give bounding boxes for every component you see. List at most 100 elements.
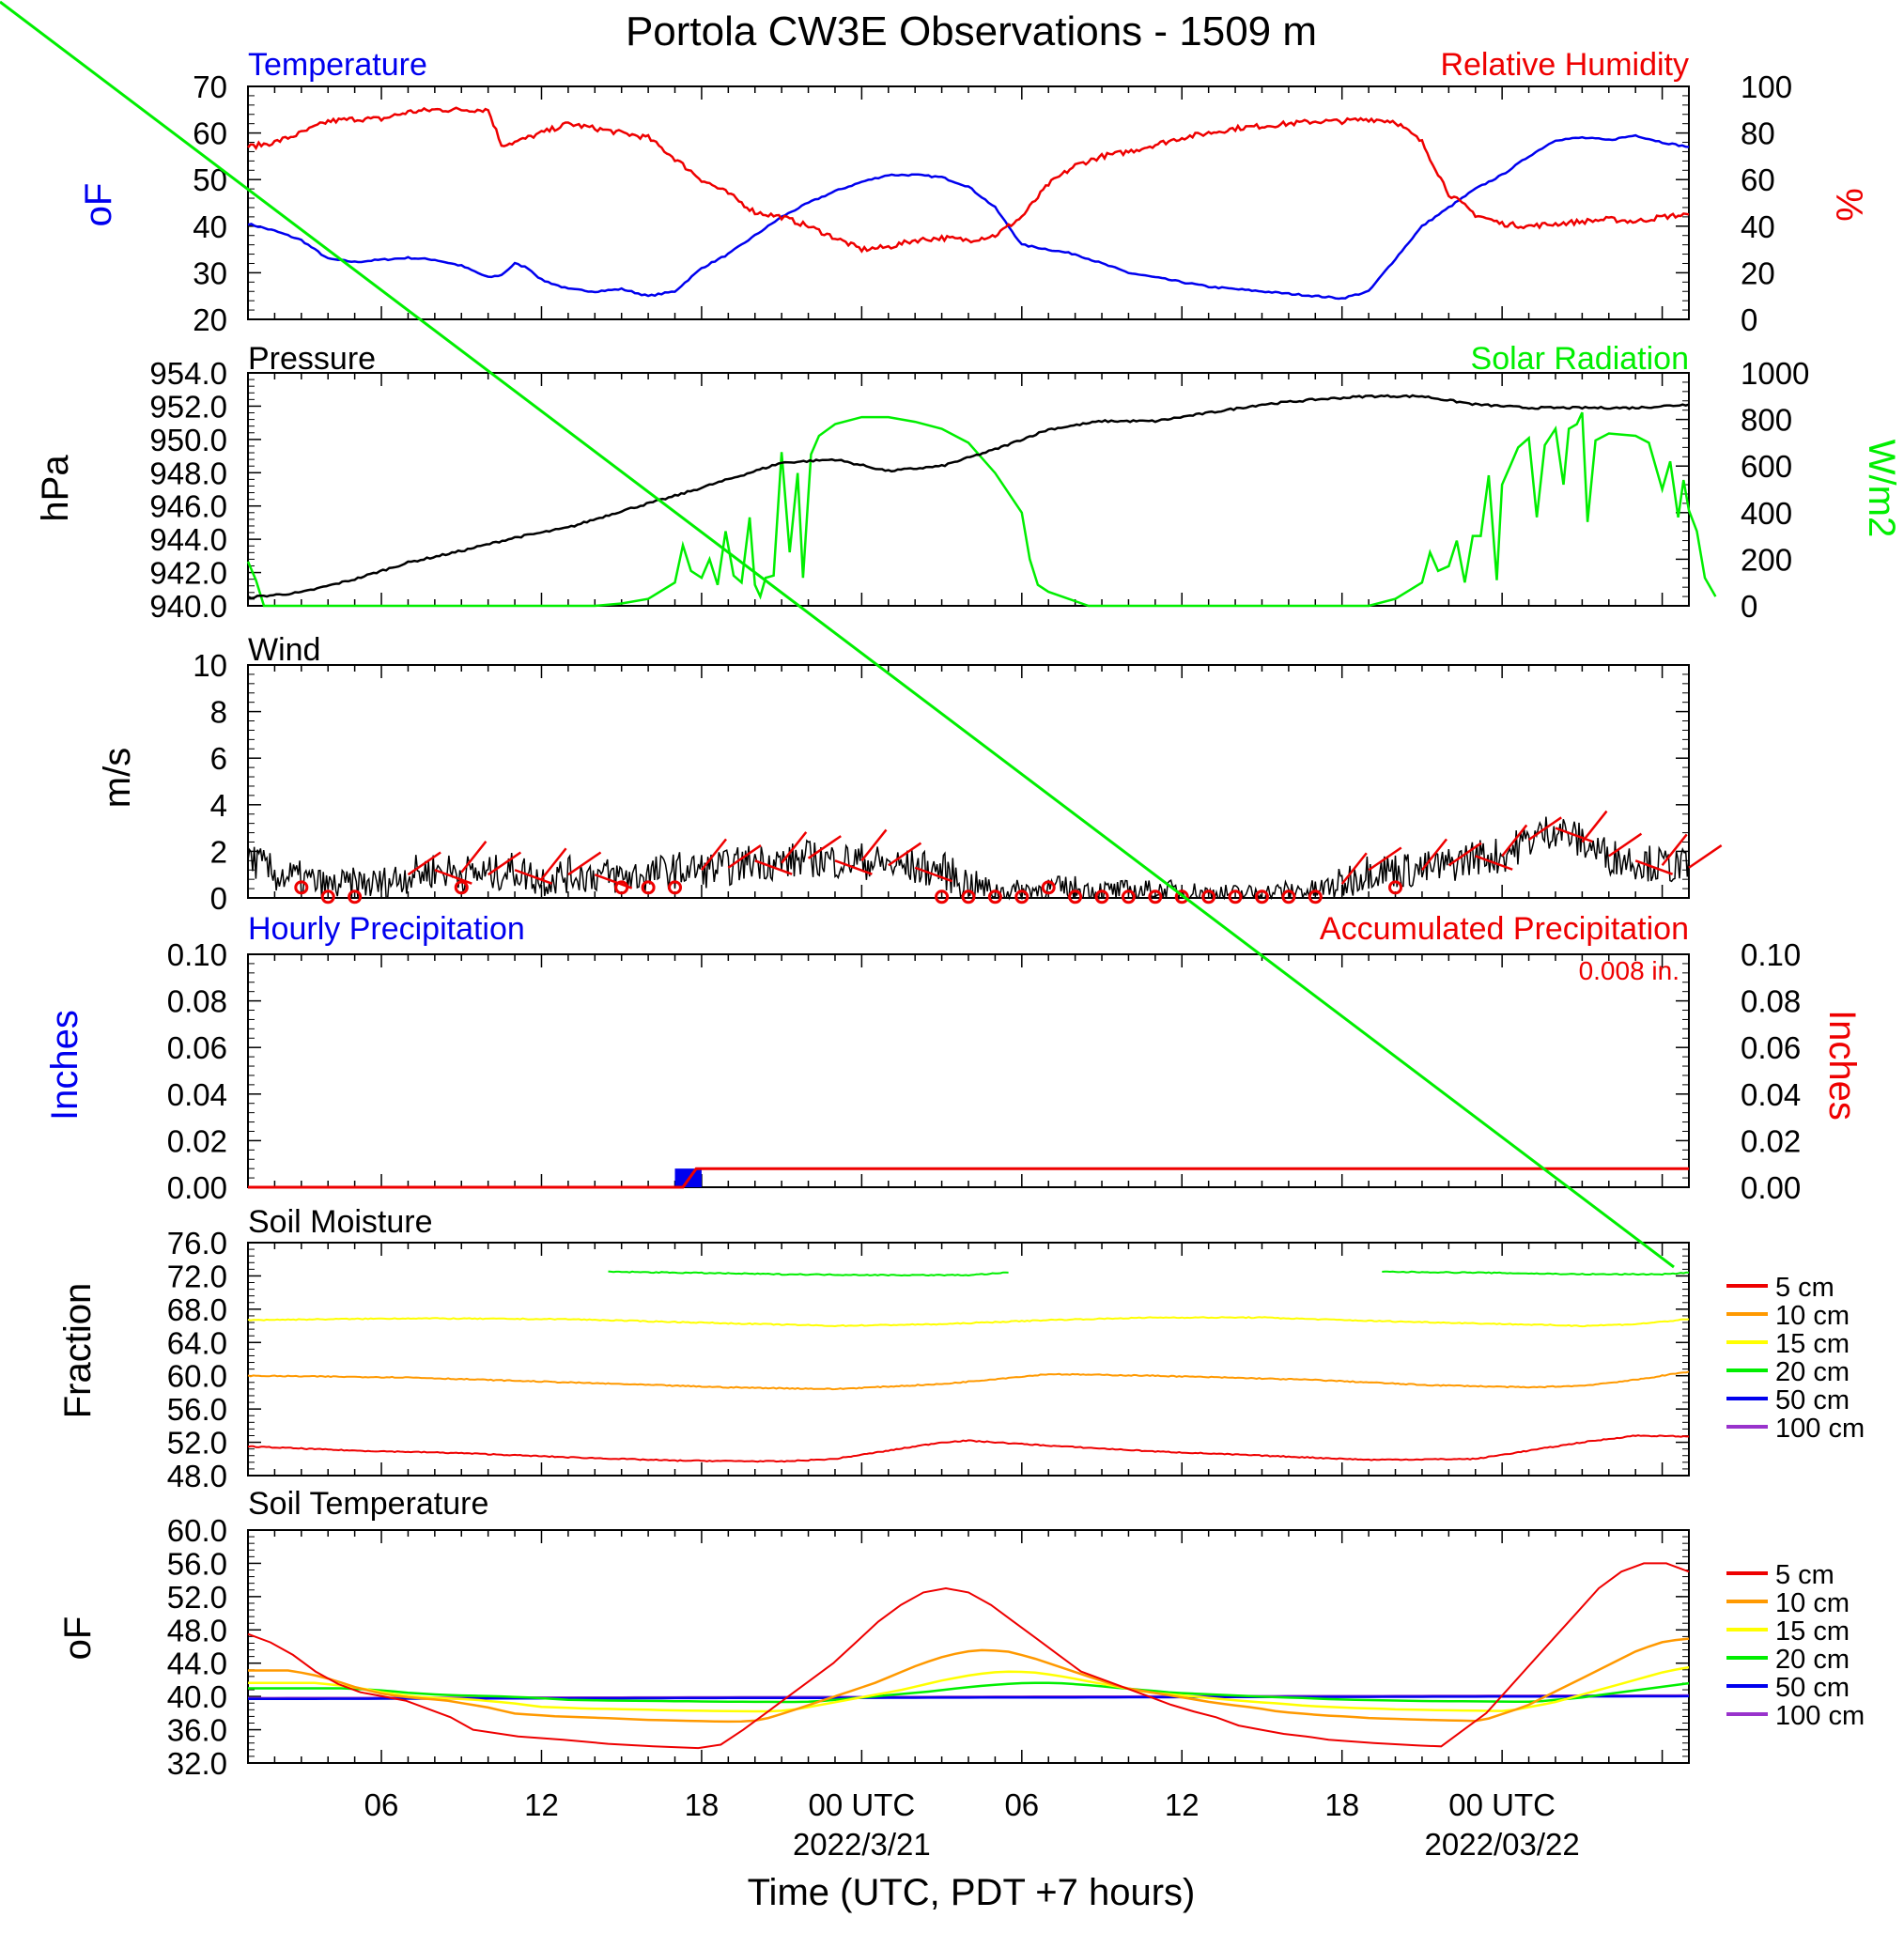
wind-barb <box>888 842 922 867</box>
soil-temp-line-20cm <box>248 1681 1690 1704</box>
hourly-precip-unit-label: Inches <box>44 1010 85 1121</box>
soil_moisture-y-tick-label: 68.0 <box>167 1292 227 1327</box>
panel-soil-moisture: Soil Moisture Fraction 48.052.056.060.06… <box>57 1204 1865 1493</box>
precip-plot-frame <box>247 953 1690 1188</box>
panel-wind: Wind m/s 0 2 4 6 8 10 <box>97 632 1723 916</box>
soil_moisture-y-tick-label: 56.0 <box>167 1392 227 1427</box>
pressure-y2-tick-label: 400 <box>1741 496 1792 531</box>
wind-barb <box>1368 846 1402 872</box>
temp_rh-plot-frame <box>247 85 1690 320</box>
hourly-precip-title: Hourly Precipitation <box>248 911 525 947</box>
wind-barb <box>487 851 522 876</box>
soil_temp-plot-frame <box>247 1529 1690 1764</box>
soil_temp-y-tick-label: 60.0 <box>167 1513 227 1548</box>
legend-label: 50 cm <box>1775 1673 1850 1703</box>
panel-pressure-solar: Pressure Solar Radiation hPa W/m2 940.09… <box>35 341 1902 624</box>
temperature-title: Temperature <box>248 47 427 83</box>
soil_temp-y-tick-label: 32.0 <box>167 1746 227 1781</box>
pressure-line <box>247 394 1690 600</box>
soil_temp-y-tick-label: 52.0 <box>167 1580 227 1615</box>
pressure-y-tick-label: 948.0 <box>149 456 227 490</box>
wind-barb <box>781 831 808 864</box>
wind-barb <box>1420 838 1448 872</box>
pressure-y2-tick-label: 600 <box>1741 449 1792 484</box>
soil_temp-y-tick-label: 48.0 <box>167 1613 227 1647</box>
wind-y-tick-label: 6 <box>210 741 227 776</box>
legend-label: 10 cm <box>1775 1301 1850 1331</box>
calm-wind-marker <box>1281 889 1296 905</box>
wind-barb <box>807 835 842 859</box>
calm-wind-marker <box>320 889 335 905</box>
wind-barb <box>567 851 602 876</box>
temperature-unit-label: oF <box>78 183 119 227</box>
calm-wind-marker <box>1388 880 1403 895</box>
temp_rh-y2-tick-label: 60 <box>1741 162 1775 197</box>
panel-soil-temperature: Soil Temperature oF 32.036.040.044.048.0… <box>57 1486 1865 1781</box>
pressure-unit-label: hPa <box>35 455 76 522</box>
temp_rh-y-tick-label: 40 <box>193 209 227 244</box>
soil-temp-title: Soil Temperature <box>248 1486 488 1522</box>
wind-barb <box>460 841 488 874</box>
calm-wind-marker <box>1014 889 1029 905</box>
temp_rh-y2-tick-label: 0 <box>1741 302 1757 337</box>
humidity-unit-label: % <box>1828 188 1869 222</box>
wind-plot-frame <box>247 664 1690 899</box>
solar-title: Solar Radiation <box>1471 341 1689 377</box>
precip-y-tick-label: 0.00 <box>167 1170 227 1205</box>
wind-barb <box>1501 824 1528 858</box>
soil_moisture-y-tick-label: 60.0 <box>167 1359 227 1394</box>
precip-y2-tick-label: 0.04 <box>1741 1077 1801 1112</box>
legend-label: 15 cm <box>1775 1329 1850 1359</box>
soil-moisture-line-10cm <box>247 1370 1690 1391</box>
precip-y-tick-label: 0.06 <box>167 1030 227 1065</box>
wind-barb <box>860 828 888 862</box>
legend-label: 50 cm <box>1775 1385 1850 1415</box>
calm-wind-marker <box>987 889 1002 905</box>
soil-moisture-title: Soil Moisture <box>248 1204 433 1240</box>
pressure-y-tick-label: 946.0 <box>149 489 227 524</box>
wind-barb <box>1447 842 1482 867</box>
humidity-line <box>247 106 1690 254</box>
pressure-y-tick-label: 954.0 <box>149 356 227 391</box>
accum-precip-total: 0.008 in. <box>1579 956 1680 985</box>
accum-precip-line <box>248 1167 1689 1189</box>
precip-y-tick-label: 0.02 <box>167 1123 227 1158</box>
panel-temperature-humidity: Temperature Relative Humidity oF % 20 30 4… <box>78 47 1869 337</box>
wind-y-tick-label: 4 <box>210 788 227 823</box>
calm-wind-marker <box>1068 889 1083 905</box>
wind-barb <box>594 874 633 889</box>
calm-wind-marker <box>961 889 976 905</box>
pressure-plot-frame <box>247 372 1690 607</box>
temp_rh-y-tick-label: 30 <box>193 255 227 290</box>
soil-moisture-line-15cm <box>247 1316 1690 1328</box>
x-tick-label: 12 <box>524 1787 559 1822</box>
soil-temp-line-10cm <box>248 1637 1690 1724</box>
precip-y2-tick-label: 0.06 <box>1741 1030 1801 1065</box>
wind-barb <box>1555 827 1593 843</box>
wind-speed-line <box>247 816 1690 901</box>
wind-barb <box>1581 810 1608 843</box>
temp_rh-y-tick-label: 70 <box>193 70 227 104</box>
pressure-y-tick-label: 942.0 <box>149 556 227 591</box>
x-tick-label: 12 <box>1165 1787 1200 1822</box>
calm-wind-marker <box>1201 889 1216 905</box>
wind-barb <box>914 866 953 883</box>
soil_moisture-y-tick-label: 72.0 <box>167 1259 227 1293</box>
x-date-label: 2022/3/21 <box>793 1827 931 1862</box>
x-tick-label: 06 <box>1004 1787 1039 1822</box>
temp_rh-y-tick-label: 60 <box>193 116 227 151</box>
x-tick-label: 00 UTC <box>1448 1787 1556 1822</box>
pressure-y2-tick-label: 800 <box>1741 403 1792 438</box>
soil-moisture-unit-label: Fraction <box>57 1283 99 1419</box>
soil-temp-line-50cm <box>248 1694 1690 1701</box>
precip-y-tick-label: 0.08 <box>167 984 227 1019</box>
calm-wind-marker <box>1148 889 1163 905</box>
soil_moisture-y-tick-label: 64.0 <box>167 1325 227 1360</box>
calm-wind-marker <box>1094 889 1109 905</box>
wind-barb <box>1475 855 1513 871</box>
precip-y-tick-label: 0.10 <box>167 937 227 972</box>
wind-y-tick-label: 10 <box>193 648 227 683</box>
pressure-y2-tick-label: 1000 <box>1741 356 1809 391</box>
soil-moisture-line-20cm <box>608 1270 1690 1277</box>
calm-wind-marker <box>294 880 309 895</box>
